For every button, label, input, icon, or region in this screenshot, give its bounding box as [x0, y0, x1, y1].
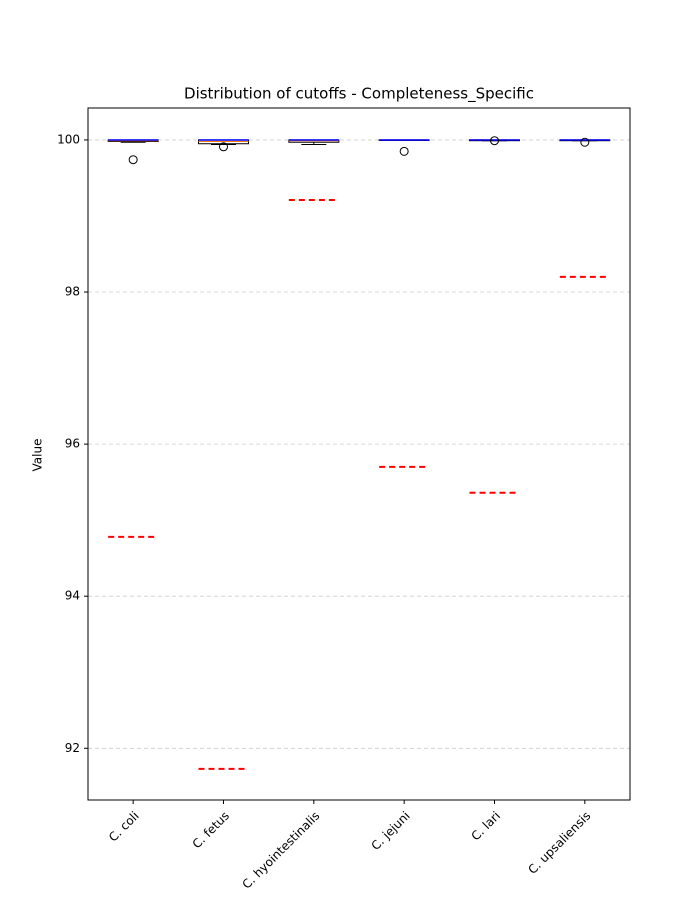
y-tick-label: 94 — [65, 589, 80, 603]
y-tick-label: 100 — [57, 132, 80, 146]
outlier — [399, 146, 409, 156]
y-tick-label: 92 — [65, 741, 80, 755]
y-tick-label: 96 — [65, 437, 80, 451]
outlier — [580, 137, 590, 147]
outlier — [490, 136, 499, 146]
y-axis-label: Value — [31, 439, 45, 472]
plot-frame — [87, 107, 631, 801]
outlier — [219, 142, 228, 152]
outlier — [128, 155, 138, 165]
chart-title: Distribution of cutoffs - Completeness_S… — [184, 85, 534, 104]
y-tick-label: 98 — [65, 285, 80, 299]
